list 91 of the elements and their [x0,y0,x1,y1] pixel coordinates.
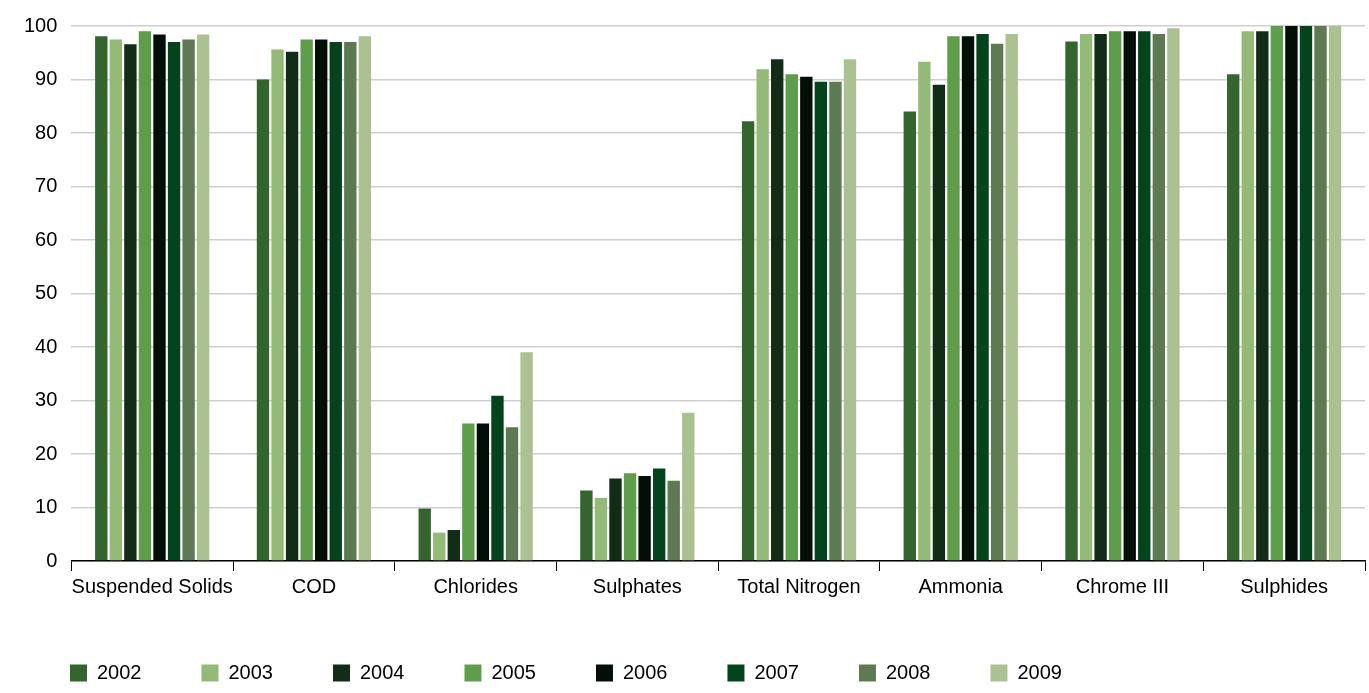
bar [800,76,813,561]
bar [741,121,755,561]
bar [638,475,651,561]
bar [447,529,460,561]
bar [682,412,695,561]
bar [1227,74,1240,561]
y-tick-label: 10 [35,495,58,518]
bar [771,59,784,561]
bar [285,51,299,561]
y-tick-label: 80 [35,120,58,143]
bar [1138,31,1151,561]
bar [153,34,166,561]
x-tick-label: COD [291,574,337,597]
bar [594,497,608,561]
bar [505,427,519,561]
y-tick-label: 40 [35,334,58,357]
y-tick-label: 50 [35,281,58,304]
legend-label: 2006 [622,660,668,683]
bar [1314,26,1327,561]
y-tick-label: 60 [35,227,58,250]
bar [476,423,490,561]
bar [623,473,637,561]
bar [918,61,931,561]
bar [491,395,504,561]
bar [990,43,1004,561]
bar [580,490,593,561]
bar [256,79,270,561]
bar [329,42,342,561]
bar [1152,34,1166,561]
x-tick-label: Sulphides [1240,574,1329,597]
legend-label: 2003 [228,660,273,683]
bar [167,42,181,561]
bar [903,111,916,561]
bar [182,39,195,561]
bar [843,59,857,561]
bar [976,34,989,561]
bar [609,478,622,561]
bar [1094,34,1107,561]
bar [1328,26,1342,561]
x-tick-label: Total Nitrogen [737,574,861,597]
y-tick-label: 70 [35,174,58,197]
bar [756,69,769,561]
bar [814,81,828,561]
bar [829,81,842,561]
x-tick-label: Sulphates [592,574,682,597]
legend-label: 2007 [754,660,799,683]
bar [1123,31,1136,561]
x-tick-label: Suspended Solids [71,574,233,597]
y-tick-label: 90 [35,67,58,90]
bar [520,352,533,561]
bar [947,36,960,561]
bar [462,423,475,561]
bar [418,508,431,561]
bar [138,31,152,561]
y-tick-label: 0 [46,548,58,571]
bar [315,39,328,561]
bar [95,36,108,561]
bar [1167,28,1180,561]
bar [785,74,798,561]
bar [271,49,284,561]
bar [1079,34,1093,561]
y-tick-label: 100 [23,13,58,36]
bar [433,532,446,561]
x-tick-label: Chrome III [1075,574,1170,597]
bar [124,44,137,561]
bar [961,36,975,561]
bar [109,39,123,561]
legend-label: 2002 [97,660,142,683]
legend-label: 2005 [491,660,536,683]
bar [1299,26,1313,561]
bar [1270,26,1284,561]
bar [300,39,313,561]
bar [652,468,666,561]
bar [1241,31,1254,561]
x-tick-label: Chlorides [433,574,518,597]
legend-label: 2004 [359,660,405,683]
bar [1065,41,1078,561]
bar [932,84,946,561]
bar [667,480,680,561]
bar [344,42,357,561]
bar [1108,31,1122,561]
bar [358,36,372,561]
x-tick-label: Ammonia [918,574,1004,597]
legend-label: 2008 [885,660,931,683]
legend-label: 2009 [1017,660,1062,683]
bar [1256,31,1269,561]
bar [196,34,210,561]
bar [1005,34,1018,561]
y-tick-label: 20 [35,441,58,464]
y-tick-label: 30 [35,388,58,411]
bar [1285,26,1298,561]
